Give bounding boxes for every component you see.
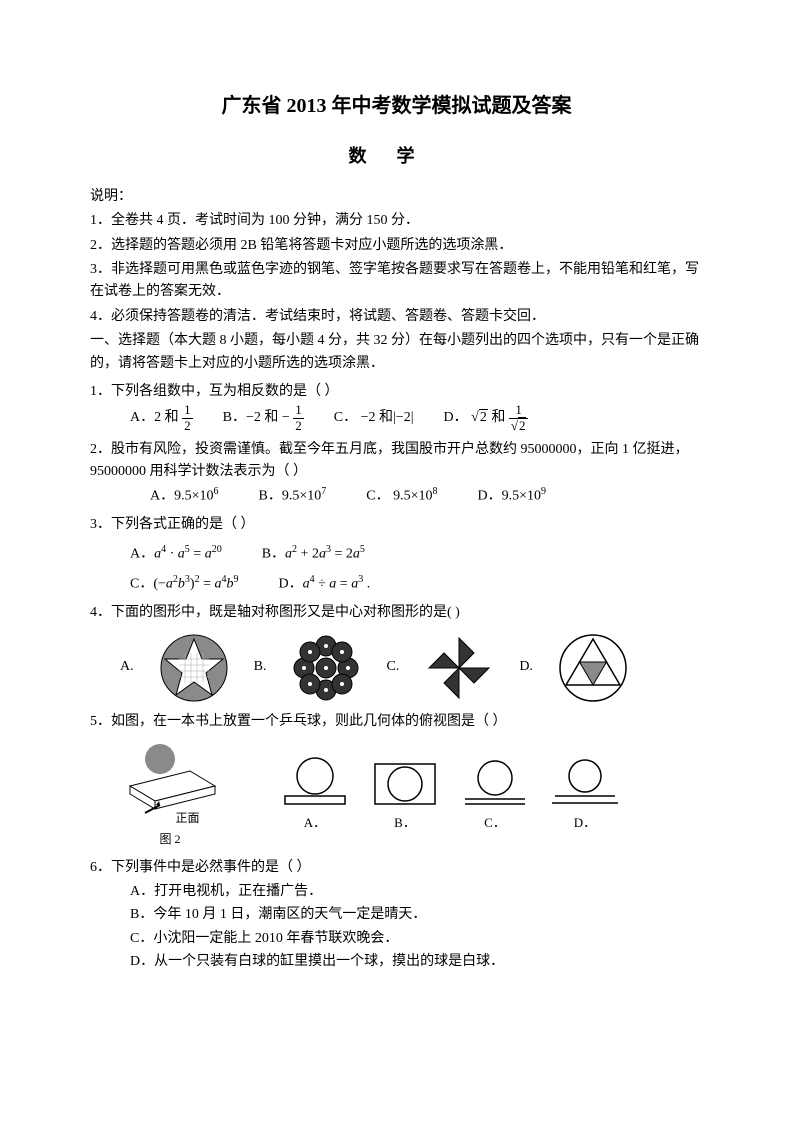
triangle-in-circle-icon <box>558 633 628 703</box>
question-text: 5．如图，在一本书上放置一个乒乓球，则此几何体的俯视图是（ ） <box>90 711 703 733</box>
q2-option-d: D．9.5×109 <box>477 484 546 508</box>
question-6: 6．下列事件中是必然事件的是（ ） A．打开电视机，正在播广告． B．今年 10… <box>90 857 703 973</box>
q3-options-row1: A．a4 · a5 = a20 B．a2 + 2a3 = 2a5 <box>90 542 703 566</box>
book-ball-icon <box>120 741 220 821</box>
q5-main-figure: 正面 图 2 <box>120 741 220 849</box>
topview-d-icon <box>550 756 620 811</box>
q4-label-d: D. <box>519 656 533 678</box>
q3-option-b: B．a2 + 2a3 = 2a5 <box>262 542 365 566</box>
question-text: 1．下列各组数中，互为相反数的是（ ） <box>90 381 703 403</box>
q5-option-c: C． <box>460 756 530 834</box>
question-3: 3．下列各式正确的是（ ） A．a4 · a5 = a20 B．a2 + 2a3… <box>90 514 703 596</box>
q1-option-b: B．−2 和 − 12 <box>223 403 304 433</box>
topview-c-icon <box>460 756 530 811</box>
q5-option-d: D． <box>550 756 620 834</box>
q6-option-c: C．小沈阳一定能上 2010 年春节联欢晚会． <box>130 928 703 950</box>
q4-figures: A. B. <box>120 633 703 703</box>
instruction-item: 4．必须保持答题卷的清洁．考试结束时，将试题、答题卷、答题卡交回． <box>90 306 703 328</box>
pinwheel-icon <box>424 633 494 703</box>
question-1: 1．下列各组数中，互为相反数的是（ ） A．2 和 12 B．−2 和 − 12… <box>90 381 703 433</box>
q3-options-row2: C．(−a2b3)2 = a4b9 D．a4 ÷ a = a3 . <box>90 572 703 596</box>
q2-option-a: A．9.5×106 <box>150 484 219 508</box>
q3-option-c: C．(−a2b3)2 = a4b9 <box>130 572 238 596</box>
instruction-item: 2．选择题的答题必须用 2B 铅笔将答题卡对应小题所选的选项涂黑． <box>90 235 703 257</box>
instructions-block: 说明： 1．全卷共 4 页．考试时间为 100 分钟，满分 150 分． 2．选… <box>90 186 703 328</box>
question-text: 6．下列事件中是必然事件的是（ ） <box>90 857 703 879</box>
q4-label-b: B. <box>254 656 267 678</box>
question-5: 5．如图，在一本书上放置一个乒乓球，则此几何体的俯视图是（ ） 正面 图 2 <box>90 711 703 850</box>
q6-options: A．打开电视机，正在播广告． B．今年 10 月 1 日，潮南区的天气一定是晴天… <box>90 881 703 974</box>
q3-option-d: D．a4 ÷ a = a3 . <box>278 572 370 596</box>
q5-option-a: A． <box>280 756 350 834</box>
q1-options: A．2 和 12 B．−2 和 − 12 C． −2 和|−2| D． 2 和 … <box>90 403 703 433</box>
fraction-icon: 12 <box>509 403 529 433</box>
q5-figures: 正面 图 2 A． B． <box>120 741 703 849</box>
fraction-icon: 12 <box>293 403 304 433</box>
topview-b-icon <box>370 756 440 811</box>
question-text: 3．下列各式正确的是（ ） <box>90 514 703 536</box>
exam-page: 广东省 2013 年中考数学模拟试题及答案 数学 说明： 1．全卷共 4 页．考… <box>0 0 793 1122</box>
star-in-circle-icon <box>159 633 229 703</box>
q1-option-c: C． −2 和|−2| <box>334 407 414 429</box>
q1-option-d: D． 2 和 12 <box>444 403 529 433</box>
q2-option-b: B．9.5×107 <box>259 484 327 508</box>
q4-label-a: A. <box>120 656 134 678</box>
page-title: 广东省 2013 年中考数学模拟试题及答案 <box>90 90 703 122</box>
page-subtitle: 数学 <box>90 142 703 171</box>
circles-pattern-icon <box>291 633 361 703</box>
q5-option-b: B． <box>370 756 440 834</box>
q6-option-d: D．从一个只装有白球的缸里摸出一个球，摸出的球是白球． <box>130 951 703 973</box>
q6-option-a: A．打开电视机，正在播广告． <box>130 881 703 903</box>
q2-options: A．9.5×106 B．9.5×107 C． 9.5×108 D．9.5×109 <box>90 484 703 508</box>
q6-option-b: B．今年 10 月 1 日，潮南区的天气一定是晴天． <box>130 904 703 926</box>
section-intro: 一、选择题（本大题 8 小题，每小题 4 分，共 32 分）在每小题列出的四个选… <box>90 330 703 375</box>
q1-option-a: A．2 和 12 <box>130 403 193 433</box>
question-4: 4．下面的图形中，既是轴对称图形又是中心对称图形的是( ) A. B. <box>90 602 703 702</box>
sqrt-icon: 2 <box>471 407 488 429</box>
q2-option-c: C． 9.5×108 <box>366 484 437 508</box>
figure-number: 图 2 <box>159 830 180 849</box>
topview-a-icon <box>280 756 350 811</box>
question-text: 2．股市有风险，投资需谨慎。截至今年五月底，我国股市开户总数约 95000000… <box>90 439 703 484</box>
instruction-item: 3．非选择题可用黑色或蓝色字迹的钢笔、签字笔按各题要求写在答题卷上，不能用铅笔和… <box>90 259 703 304</box>
instruction-item: 1．全卷共 4 页．考试时间为 100 分钟，满分 150 分． <box>90 210 703 232</box>
instructions-label: 说明： <box>90 186 703 208</box>
q4-label-c: C. <box>386 656 399 678</box>
fraction-icon: 12 <box>182 403 193 433</box>
question-2: 2．股市有风险，投资需谨慎。截至今年五月底，我国股市开户总数约 95000000… <box>90 439 703 508</box>
front-label: 正面 <box>175 809 199 828</box>
question-text: 4．下面的图形中，既是轴对称图形又是中心对称图形的是( ) <box>90 602 703 624</box>
q3-option-a: A．a4 · a5 = a20 <box>130 542 222 566</box>
